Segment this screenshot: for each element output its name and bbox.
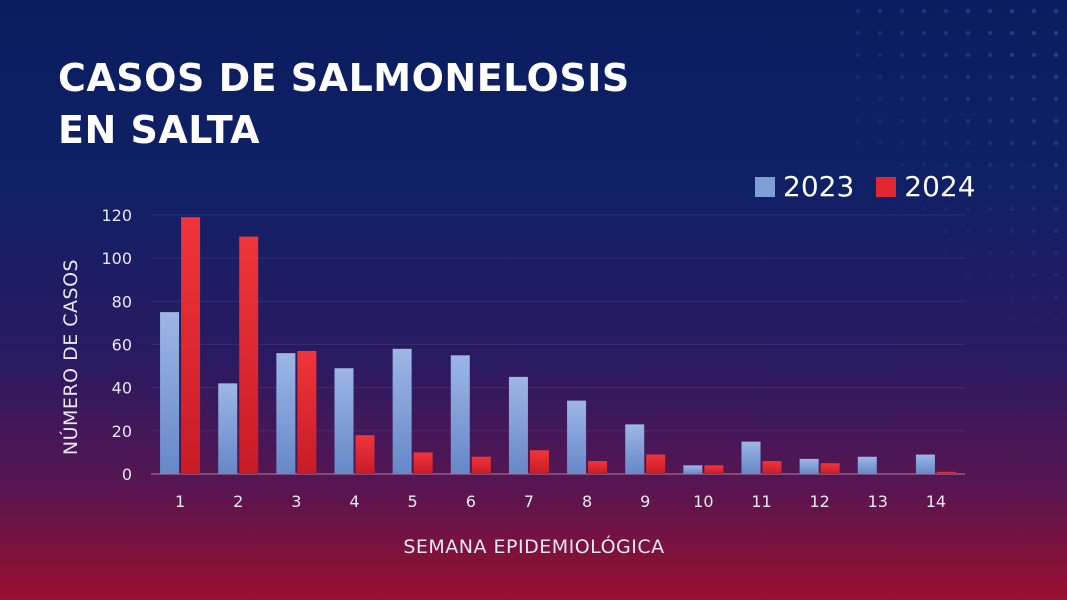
bar-2023-week-5 — [392, 348, 412, 474]
bar-2024-week-4 — [355, 435, 375, 474]
bar-2024-week-6 — [471, 456, 491, 474]
y-axis-label: NÚMERO DE CASOS — [58, 259, 82, 455]
y-tick-label: 100 — [101, 249, 132, 268]
x-tick-label: 9 — [640, 492, 650, 511]
bar-2023-week-12 — [799, 458, 819, 474]
x-tick-label: 4 — [349, 492, 359, 511]
bar-2024-week-1 — [181, 217, 201, 475]
legend-swatch-2023 — [755, 176, 775, 197]
bar-2024-week-5 — [413, 452, 433, 474]
y-tick-label: 40 — [112, 379, 132, 398]
y-tick-label: 20 — [112, 422, 132, 441]
bar-2024-week-8 — [588, 461, 608, 474]
bar-2023-week-8 — [567, 400, 587, 474]
bar-2023-week-4 — [334, 368, 354, 474]
y-tick-label: 120 — [101, 206, 132, 225]
y-tick-label: 80 — [112, 292, 132, 311]
bar-2023-week-14 — [915, 454, 935, 474]
y-tick-label: 0 — [122, 465, 132, 484]
bar-2024-week-7 — [529, 450, 549, 474]
bar-2023-week-13 — [857, 456, 877, 474]
chart-legend: 2023 2024 — [755, 170, 998, 203]
x-tick-label: 2 — [233, 492, 243, 511]
bar-2023-week-1 — [160, 312, 180, 474]
title-line-1: CASOS DE SALMONELOSIS — [58, 56, 630, 100]
legend-label-2023: 2023 — [783, 170, 855, 203]
legend-label-2024: 2024 — [904, 170, 976, 203]
x-tick-label: 14 — [926, 492, 946, 511]
y-tick-label: 60 — [112, 336, 132, 355]
bar-2023-week-11 — [741, 441, 761, 474]
x-tick-label: 10 — [693, 492, 713, 511]
bar-2023-week-9 — [625, 424, 645, 474]
x-axis-label: SEMANA EPIDEMIOLÓGICA — [403, 534, 664, 558]
x-tick-label: 3 — [291, 492, 301, 511]
bar-2024-week-14 — [936, 471, 956, 474]
bar-2023-week-7 — [508, 376, 528, 474]
decorative-dot-pattern — [847, 0, 1067, 330]
bar-2024-week-3 — [297, 350, 317, 474]
page-title: CASOS DE SALMONELOSIS EN SALTA — [58, 52, 630, 156]
x-tick-label: 11 — [751, 492, 771, 511]
x-tick-label: 12 — [809, 492, 829, 511]
bar-2024-week-11 — [762, 461, 782, 474]
x-tick-label: 5 — [408, 492, 418, 511]
x-tick-label: 13 — [868, 492, 888, 511]
bar-2024-week-10 — [704, 465, 724, 474]
title-line-2: EN SALTA — [58, 108, 261, 152]
x-tick-label: 6 — [466, 492, 476, 511]
bar-2023-week-3 — [276, 353, 296, 474]
legend-swatch-2024 — [876, 176, 897, 197]
x-tick-label: 1 — [175, 492, 185, 511]
bar-2024-week-9 — [646, 454, 666, 474]
x-tick-label: 7 — [524, 492, 534, 511]
bar-2024-week-2 — [239, 236, 259, 474]
bar-2023-week-6 — [450, 355, 470, 474]
bar-2023-week-10 — [683, 465, 703, 474]
x-tick-label: 8 — [582, 492, 592, 511]
bar-2023-week-2 — [218, 383, 238, 474]
bar-2024-week-12 — [820, 463, 840, 474]
